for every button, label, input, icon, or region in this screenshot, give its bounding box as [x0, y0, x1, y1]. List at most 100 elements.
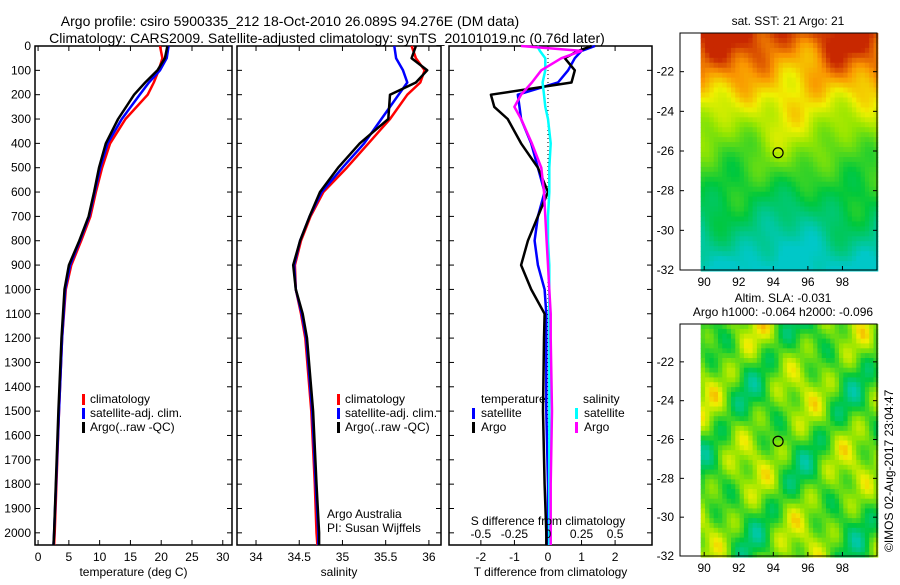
map-cell [791, 552, 797, 558]
legend-label: Argo(..raw -QC) [345, 420, 430, 434]
map-cell [869, 324, 874, 330]
map-cell [860, 377, 866, 383]
map-cell [700, 246, 706, 252]
map-cell [765, 425, 771, 432]
map-cell [830, 338, 836, 344]
map-cell [817, 508, 823, 514]
map-cell [739, 518, 745, 524]
map-cell [700, 251, 706, 257]
map-cell [752, 396, 758, 403]
map-cell [834, 231, 840, 237]
map-cell [787, 430, 792, 437]
map-cell [700, 401, 706, 408]
map-cell [800, 508, 805, 514]
map-cell [756, 362, 762, 369]
map-cell [843, 186, 849, 193]
map-cell [761, 377, 766, 383]
map-cell [787, 176, 792, 183]
map-cell [821, 77, 827, 84]
map-cell [769, 489, 775, 495]
map-cell [782, 498, 788, 505]
map-cell [705, 216, 710, 222]
map-cell [778, 52, 784, 59]
map-cell [774, 367, 779, 374]
map-cell [743, 343, 749, 349]
map-cell [774, 87, 779, 93]
map-cell [856, 464, 862, 471]
map-cell [718, 421, 723, 427]
map-cell [834, 430, 840, 437]
map-cell [847, 382, 853, 388]
map-cell [761, 527, 766, 534]
map-cell [843, 367, 849, 374]
map-cell [834, 236, 840, 242]
map-cell [795, 87, 801, 93]
map-cell [782, 401, 788, 408]
map-cell [756, 489, 762, 495]
map-cell [843, 358, 849, 364]
map-cell [839, 348, 844, 354]
map-cell [860, 489, 866, 495]
map-cell [752, 474, 758, 480]
map-cell [782, 474, 788, 480]
map-cell [769, 396, 775, 403]
map-cell [856, 421, 862, 427]
map-cell [813, 157, 818, 163]
map-cell [873, 324, 879, 330]
map-cell [752, 246, 758, 252]
map-cell [856, 147, 862, 153]
map-cell [787, 508, 792, 514]
map-cell [843, 469, 849, 475]
map-cell [722, 353, 728, 359]
map-cell [869, 425, 874, 432]
map-cell [709, 186, 715, 193]
map-cell [774, 181, 779, 188]
map-cell [700, 523, 706, 529]
map-cell [851, 411, 857, 417]
map-cell [860, 450, 866, 456]
legend-swatch [82, 408, 85, 419]
map-cell [765, 328, 771, 335]
map-cell [817, 196, 823, 203]
map-cell [834, 142, 840, 148]
map-cell [869, 440, 874, 446]
map-cell [847, 62, 853, 69]
map-cell [791, 206, 797, 212]
map-cell [826, 117, 831, 123]
map-cell [860, 67, 866, 74]
map-cell [782, 362, 788, 369]
map-cell [726, 382, 732, 388]
map-cell [705, 176, 710, 183]
map-cell [787, 532, 792, 539]
map-cell [860, 508, 866, 514]
map-cell [830, 38, 836, 44]
map-cell [761, 176, 766, 183]
map-cell [817, 221, 823, 227]
map-cell [735, 142, 741, 148]
map-cell [869, 377, 874, 383]
map-cell [869, 411, 874, 417]
map-cell [851, 401, 857, 408]
map-cell [787, 191, 792, 198]
map-cell [791, 523, 797, 529]
map-cell [735, 537, 741, 543]
map-cell [743, 523, 749, 529]
map-cell [735, 161, 741, 168]
map-cell [800, 367, 805, 374]
map-cell [860, 251, 866, 257]
map-cell [778, 391, 784, 398]
map-cell [839, 489, 844, 495]
map-cell [791, 459, 797, 466]
map-cell [713, 372, 719, 378]
map-cell [782, 450, 788, 456]
map-cell [761, 493, 766, 500]
map-cell [718, 343, 723, 349]
map-cell [769, 518, 775, 524]
map-cell [778, 459, 784, 466]
map-cell [761, 82, 766, 89]
map-cell [722, 147, 728, 153]
map-cell [791, 338, 797, 344]
map-cell [765, 201, 771, 208]
map-cell [791, 445, 797, 451]
